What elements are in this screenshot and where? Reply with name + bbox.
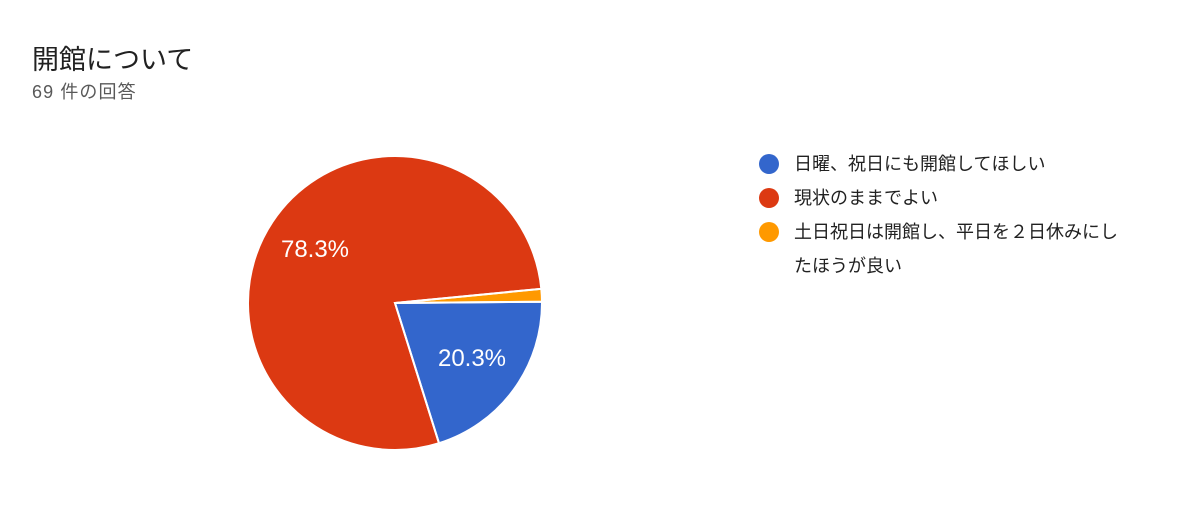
- svg-text:78.3%: 78.3%: [281, 236, 349, 263]
- svg-text:20.3%: 20.3%: [438, 345, 506, 372]
